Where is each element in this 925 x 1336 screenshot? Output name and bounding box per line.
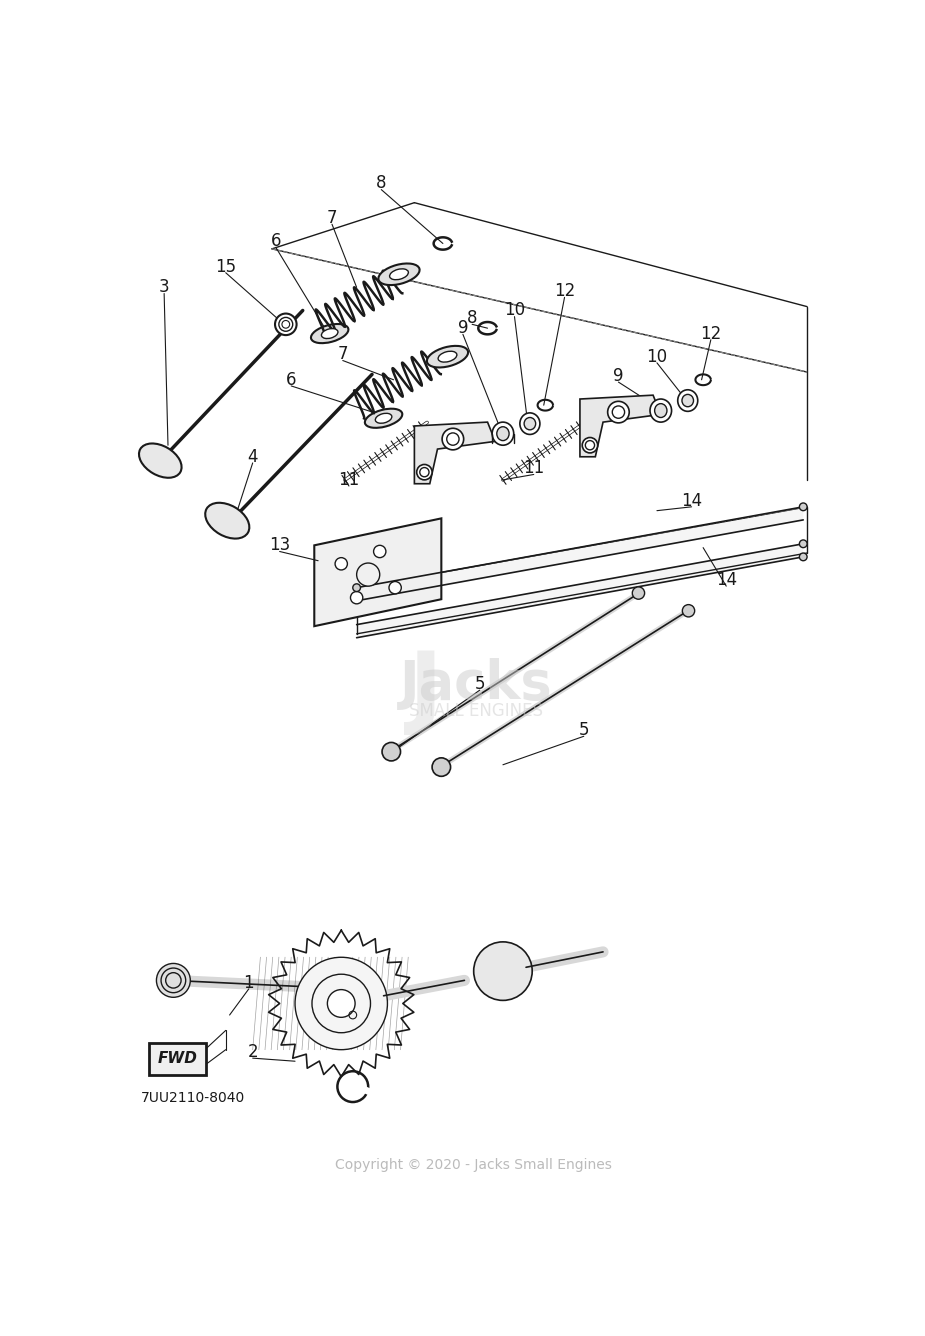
Ellipse shape bbox=[321, 329, 338, 338]
Circle shape bbox=[474, 942, 532, 1001]
Text: 14: 14 bbox=[681, 492, 702, 509]
Text: 9: 9 bbox=[458, 319, 468, 337]
Circle shape bbox=[335, 557, 348, 570]
Circle shape bbox=[799, 502, 808, 510]
Ellipse shape bbox=[389, 269, 408, 279]
Polygon shape bbox=[357, 544, 803, 637]
Text: 8: 8 bbox=[467, 309, 477, 327]
Polygon shape bbox=[414, 422, 495, 484]
Ellipse shape bbox=[650, 399, 672, 422]
Circle shape bbox=[382, 743, 401, 762]
Text: 4: 4 bbox=[248, 448, 258, 466]
Ellipse shape bbox=[376, 413, 392, 424]
Text: 7: 7 bbox=[338, 346, 348, 363]
Ellipse shape bbox=[492, 422, 513, 445]
Circle shape bbox=[442, 429, 463, 450]
Ellipse shape bbox=[520, 413, 540, 434]
Circle shape bbox=[633, 587, 645, 600]
Circle shape bbox=[683, 605, 695, 617]
Circle shape bbox=[327, 990, 355, 1017]
Text: FWD: FWD bbox=[157, 1051, 197, 1066]
Ellipse shape bbox=[427, 346, 468, 367]
Ellipse shape bbox=[438, 351, 457, 362]
Circle shape bbox=[351, 592, 363, 604]
Circle shape bbox=[156, 963, 191, 997]
Text: 8: 8 bbox=[376, 175, 387, 192]
Text: 11: 11 bbox=[524, 460, 544, 477]
Text: 13: 13 bbox=[269, 536, 290, 554]
Ellipse shape bbox=[682, 394, 694, 406]
Text: 5: 5 bbox=[475, 675, 485, 693]
Circle shape bbox=[608, 401, 629, 424]
Text: 12: 12 bbox=[554, 282, 575, 301]
Text: 6: 6 bbox=[286, 371, 296, 389]
Text: 10: 10 bbox=[504, 302, 525, 319]
Circle shape bbox=[352, 584, 361, 592]
Text: 3: 3 bbox=[159, 278, 169, 297]
Ellipse shape bbox=[524, 417, 536, 430]
Text: Jacks: Jacks bbox=[400, 657, 552, 709]
Ellipse shape bbox=[655, 403, 667, 417]
Text: 14: 14 bbox=[716, 570, 737, 589]
Circle shape bbox=[295, 958, 388, 1050]
Text: 9: 9 bbox=[613, 367, 623, 385]
Text: 12: 12 bbox=[700, 325, 722, 342]
Ellipse shape bbox=[678, 390, 697, 411]
Text: 1: 1 bbox=[243, 974, 254, 991]
Ellipse shape bbox=[364, 409, 402, 428]
Polygon shape bbox=[357, 506, 803, 601]
Polygon shape bbox=[314, 518, 441, 627]
Polygon shape bbox=[580, 395, 660, 457]
Text: 7: 7 bbox=[327, 208, 338, 227]
Text: 10: 10 bbox=[647, 347, 668, 366]
Circle shape bbox=[275, 314, 297, 335]
Circle shape bbox=[799, 540, 808, 548]
Circle shape bbox=[582, 437, 598, 453]
FancyBboxPatch shape bbox=[149, 1042, 205, 1075]
Ellipse shape bbox=[139, 444, 181, 478]
Text: Copyright © 2020 - Jacks Small Engines: Copyright © 2020 - Jacks Small Engines bbox=[335, 1158, 612, 1172]
Ellipse shape bbox=[311, 325, 349, 343]
Circle shape bbox=[432, 758, 450, 776]
Text: 11: 11 bbox=[339, 470, 360, 489]
Circle shape bbox=[799, 553, 808, 561]
Ellipse shape bbox=[378, 263, 420, 285]
Circle shape bbox=[357, 562, 380, 587]
Text: 2: 2 bbox=[247, 1043, 258, 1061]
Text: J: J bbox=[409, 648, 443, 736]
Circle shape bbox=[312, 974, 371, 1033]
Text: 5: 5 bbox=[578, 721, 589, 739]
Ellipse shape bbox=[497, 426, 509, 441]
Text: 15: 15 bbox=[216, 258, 236, 275]
Text: SMALL ENGINES: SMALL ENGINES bbox=[409, 701, 543, 720]
Text: 6: 6 bbox=[270, 232, 281, 250]
Circle shape bbox=[374, 545, 386, 557]
Circle shape bbox=[389, 581, 401, 593]
Circle shape bbox=[416, 465, 432, 480]
Text: 7UU2110-8040: 7UU2110-8040 bbox=[141, 1092, 245, 1105]
Ellipse shape bbox=[205, 502, 250, 538]
